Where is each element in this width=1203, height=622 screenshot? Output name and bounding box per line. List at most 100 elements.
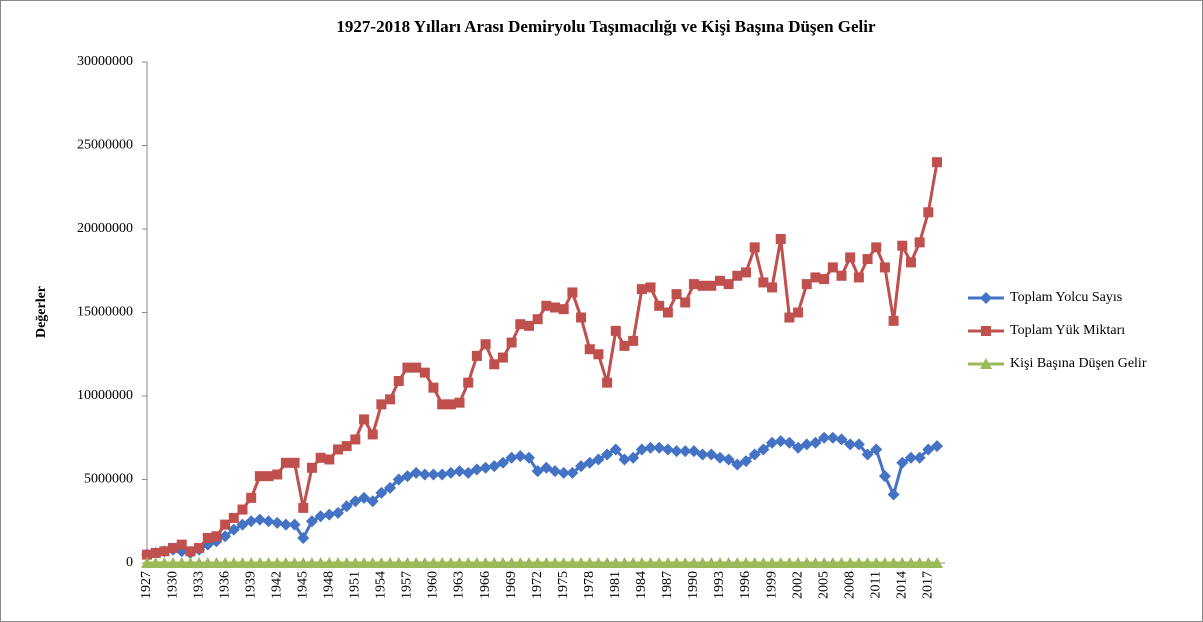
data-point	[888, 315, 899, 326]
data-point	[618, 453, 631, 466]
y-tick-label: 25000000	[77, 138, 133, 153]
data-point	[844, 557, 857, 568]
data-point	[349, 495, 362, 508]
data-point	[505, 557, 518, 568]
y-tick-label: 5000000	[84, 472, 133, 487]
x-tick-label: 1999	[764, 571, 779, 599]
data-point	[635, 443, 648, 456]
data-point	[601, 557, 614, 568]
data-point	[219, 557, 232, 568]
data-point	[809, 557, 822, 568]
data-point	[236, 557, 249, 568]
data-point	[531, 465, 544, 478]
data-point	[470, 557, 483, 568]
data-point	[644, 441, 657, 454]
data-point	[687, 445, 700, 458]
data-point	[254, 471, 265, 482]
data-point	[680, 297, 691, 308]
data-point	[167, 557, 180, 568]
data-point	[350, 434, 361, 445]
x-tick-label: 1939	[243, 571, 258, 599]
data-point	[297, 531, 310, 544]
x-tick-label: 1975	[556, 571, 571, 599]
x-tick-label: 1978	[582, 571, 597, 599]
data-point	[185, 546, 196, 557]
x-tick-label: 2014	[894, 571, 909, 599]
data-point	[879, 262, 890, 273]
data-point	[149, 557, 162, 568]
data-point	[741, 267, 752, 278]
data-point	[444, 557, 457, 568]
legend-label: Kişi Başına Düşen Gelir	[1010, 356, 1147, 371]
data-point	[549, 557, 562, 568]
data-point	[462, 557, 475, 568]
data-point	[366, 557, 379, 568]
data-point	[731, 458, 744, 471]
y-tick-label: 20000000	[77, 221, 133, 236]
data-point	[306, 462, 317, 473]
data-point	[862, 254, 873, 265]
data-point	[627, 557, 640, 568]
data-point	[246, 492, 257, 503]
y-tick-label: 0	[126, 555, 133, 570]
data-point	[897, 240, 908, 251]
data-point	[305, 515, 318, 528]
data-point	[566, 466, 579, 479]
data-point	[932, 157, 942, 168]
data-point	[385, 394, 396, 405]
chart-title: 1927-2018 Yılları Arası Demiryolu Taşıma…	[336, 17, 876, 36]
x-tick-label: 1936	[217, 571, 232, 599]
data-point	[861, 448, 874, 461]
data-point	[662, 307, 673, 318]
data-point	[366, 495, 379, 508]
data-point	[783, 557, 796, 568]
data-point	[687, 557, 700, 568]
data-point	[557, 557, 570, 568]
data-point	[619, 340, 630, 351]
x-tick-label: 1963	[452, 571, 467, 599]
x-tick-label: 1957	[400, 571, 415, 599]
data-point	[253, 513, 266, 526]
data-point	[497, 352, 508, 363]
data-point	[150, 547, 161, 558]
x-tick-label: 1996	[738, 571, 753, 599]
data-point	[401, 557, 414, 568]
data-point	[550, 302, 561, 313]
data-point	[904, 557, 917, 568]
data-point	[462, 466, 475, 479]
data-point	[168, 542, 179, 553]
y-tick-label: 15000000	[77, 305, 133, 320]
data-point	[358, 491, 371, 504]
data-point	[931, 557, 943, 568]
data-point	[575, 460, 588, 473]
data-point	[488, 460, 501, 473]
data-point	[583, 557, 596, 568]
data-point	[766, 557, 779, 568]
data-point	[453, 465, 466, 478]
x-tick-label: 1984	[634, 571, 649, 599]
data-point	[852, 438, 865, 451]
data-point	[227, 523, 240, 536]
data-point	[237, 504, 248, 515]
data-point	[228, 512, 239, 523]
data-point	[887, 488, 900, 501]
data-point	[262, 557, 275, 568]
x-tick-label: 1948	[322, 571, 337, 599]
x-tick-label: 1993	[712, 571, 727, 599]
data-point	[159, 546, 170, 557]
data-point	[523, 320, 534, 331]
data-point	[141, 557, 153, 568]
data-point	[749, 242, 760, 253]
data-point	[558, 304, 569, 315]
data-point	[679, 445, 692, 458]
data-point	[463, 377, 474, 388]
data-point	[722, 557, 735, 568]
data-point	[836, 270, 847, 281]
data-point	[931, 440, 943, 453]
data-point	[757, 557, 770, 568]
x-tick-label: 1945	[295, 571, 310, 599]
data-point	[480, 339, 491, 350]
data-point	[142, 549, 152, 560]
data-point	[392, 557, 405, 568]
